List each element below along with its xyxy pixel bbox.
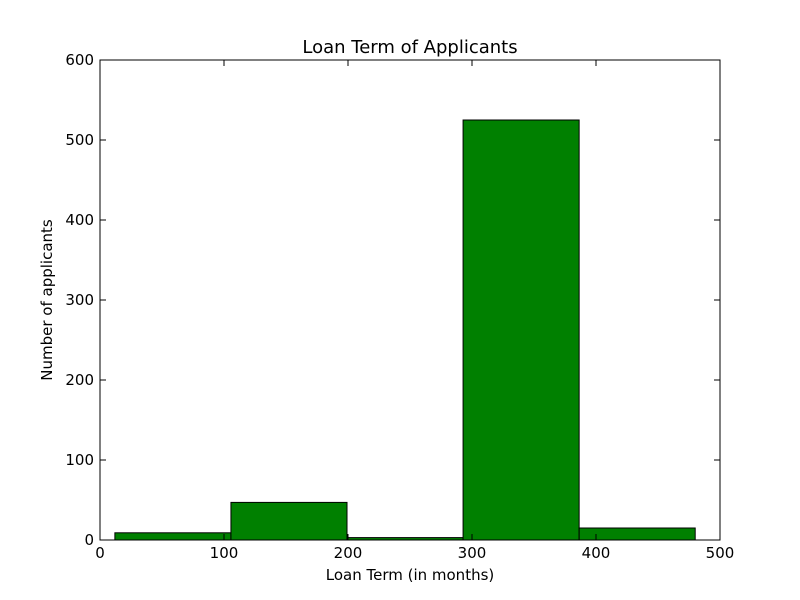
x-tick-label-3: 300 [458, 544, 487, 562]
x-axis-label: Loan Term (in months) [326, 566, 495, 584]
y-tick-label-2: 200 [65, 371, 94, 389]
y-tick-label-1: 100 [65, 451, 94, 469]
x-axis: 0 100 200 300 400 500 [95, 60, 734, 562]
y-tick-label-4: 400 [65, 211, 94, 229]
y-axis: 0 100 200 300 400 500 600 [65, 51, 720, 549]
histogram-bar-0 [114, 532, 232, 541]
x-tick-label-2: 200 [334, 544, 363, 562]
y-tick-label-0: 0 [84, 531, 94, 549]
x-tick-label-4: 400 [582, 544, 611, 562]
x-tick-label-0: 0 [95, 544, 105, 562]
plot-frame [99, 59, 721, 541]
histogram-bar-1 [230, 501, 348, 541]
histogram-bar-4 [578, 527, 696, 541]
y-axis-label: Number of applicants [38, 219, 56, 381]
x-tick-label-5: 500 [706, 544, 735, 562]
histogram-bar-3 [462, 119, 580, 541]
bars-group [114, 119, 696, 541]
y-tick-label-6: 600 [65, 51, 94, 69]
y-tick-label-5: 500 [65, 131, 94, 149]
y-tick-label-3: 300 [65, 291, 94, 309]
x-tick-label-1: 100 [210, 544, 239, 562]
chart-title: Loan Term of Applicants [302, 37, 517, 58]
